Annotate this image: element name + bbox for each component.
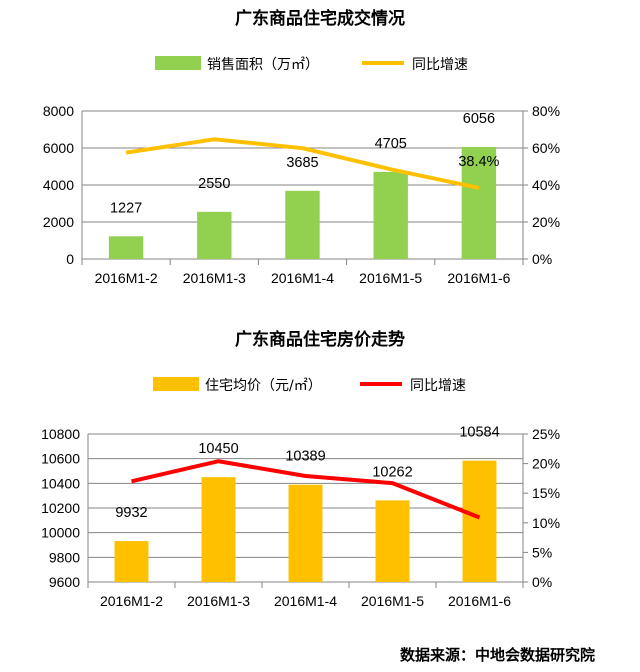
chart1-y2-tick-label: 80% <box>532 103 560 119</box>
chart1-bar <box>461 146 497 259</box>
chart2-y2-tick-label: 10% <box>532 515 560 531</box>
chart2-bar <box>288 484 323 582</box>
chart2-bar-data-label: 10584 <box>459 425 499 441</box>
chart2-y-tick-label: 10200 <box>41 500 80 516</box>
chart1-legend-line-label: 同比增速 <box>412 57 468 73</box>
chart1-legend-bar-swatch <box>155 56 201 70</box>
chart2-bar <box>375 500 410 582</box>
chart2-bar-data-label: 10389 <box>285 449 325 465</box>
chart2-x-tick-label: 2016M1-2 <box>100 593 163 609</box>
chart1-x-tick-label: 2016M1-3 <box>183 270 246 286</box>
chart1-x-tick-label: 2016M1-2 <box>95 270 158 286</box>
chart1-y2-tick-label: 40% <box>532 177 560 193</box>
chart1-x-tick-label: 2016M1-4 <box>271 270 334 286</box>
chart2-x-tick-label: 2016M1-3 <box>187 593 250 609</box>
chart1-y2-tick-label: 20% <box>532 214 560 230</box>
chart1-bar-data-label: 6056 <box>463 111 495 127</box>
chart2-bar-data-label: 10262 <box>372 464 412 480</box>
chart2-y-tick-label: 10600 <box>41 451 80 467</box>
chart2-bar-data-label: 10450 <box>198 441 238 457</box>
chart1-bar <box>108 236 144 259</box>
chart2-x-tick-label: 2016M1-6 <box>448 593 511 609</box>
chart2-x-tick-label: 2016M1-4 <box>274 593 337 609</box>
chart2-legend-bar-swatch <box>153 377 199 391</box>
chart1-bar <box>373 171 408 259</box>
chart2-y-tick-label: 10000 <box>41 525 80 541</box>
chart2-y-tick-label: 10800 <box>41 426 80 442</box>
chart1-y-tick-label: 4000 <box>43 177 74 193</box>
chart1-x-tick-label: 2016M1-6 <box>447 270 510 286</box>
chart1-bar <box>197 211 232 259</box>
chart1-y-tick-label: 6000 <box>43 140 74 156</box>
chart1-y2-tick-label: 0% <box>532 251 552 267</box>
chart2-legend-line-label: 同比增速 <box>410 378 466 394</box>
chart1-x-tick-label: 2016M1-5 <box>359 270 422 286</box>
chart2-y2-tick-label: 15% <box>532 485 560 501</box>
chart1-bar-data-label: 4705 <box>375 136 407 152</box>
chart2-y2-tick-label: 20% <box>532 456 560 472</box>
chart1-title: 广东商品住宅成交情况 <box>235 8 405 29</box>
chart2-bar <box>201 477 236 582</box>
chart2-legend-bar-label: 住宅均价（元/㎡） <box>205 378 322 394</box>
chart1-y2-tick-label: 60% <box>532 140 560 156</box>
chart1-bar-data-label: 3685 <box>286 155 318 171</box>
chart2-y2-tick-label: 25% <box>532 426 560 442</box>
chart2-y-tick-label: 9800 <box>49 549 80 565</box>
chart1-y-tick-label: 8000 <box>43 103 74 119</box>
chart1-bar-data-label: 1227 <box>110 200 142 216</box>
chart1-y-tick-label: 0 <box>66 251 74 267</box>
chart1-bar <box>285 190 320 259</box>
chart1-line-data-label: 38.4% <box>458 154 499 170</box>
chart1-legend-bar-label: 销售面积（万㎡） <box>207 57 319 73</box>
chart2-y2-tick-label: 5% <box>532 544 552 560</box>
chart2-y-tick-label: 9600 <box>49 574 80 590</box>
chart2-y-tick-label: 10400 <box>41 475 80 491</box>
chart2-x-tick-label: 2016M1-5 <box>361 593 424 609</box>
chart1-y-tick-label: 2000 <box>43 214 74 230</box>
chart2-title: 广东商品住宅房价走势 <box>235 329 405 350</box>
source-note: 数据来源：中地会数据研究院 <box>400 646 595 664</box>
chart2-y2-tick-label: 0% <box>532 574 552 590</box>
chart2-bar <box>462 460 497 582</box>
chart1-bar-data-label: 2550 <box>198 176 230 192</box>
chart2-bar <box>114 541 149 582</box>
chart2-bar-data-label: 9932 <box>115 505 147 521</box>
